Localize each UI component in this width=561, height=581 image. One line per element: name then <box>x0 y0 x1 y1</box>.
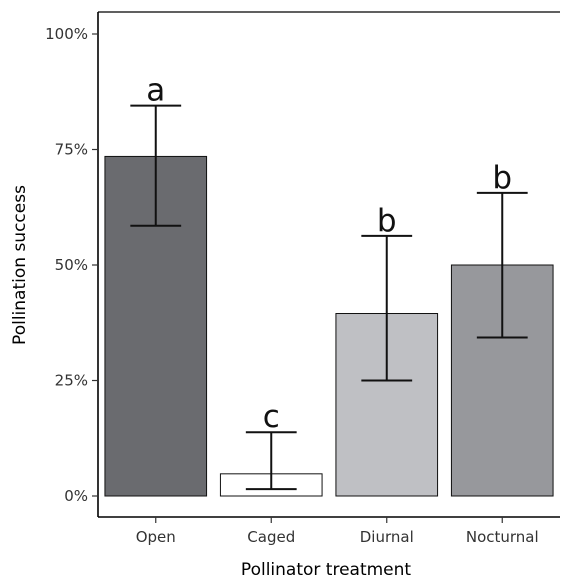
significance-letter-nocturnal: b <box>492 160 512 196</box>
y-axis-title: Pollination success <box>10 185 30 345</box>
significance-letter-diurnal: b <box>377 203 397 239</box>
x-tick-label-nocturnal: Nocturnal <box>466 528 539 546</box>
y-ticks-group: 0% 25% 50% 75% 100% <box>45 25 98 505</box>
y-tick-label: 0% <box>64 487 88 505</box>
y-tick-label: 50% <box>55 256 88 274</box>
x-axis-title: Pollinator treatment <box>241 560 411 580</box>
significance-letters-group: a c b b <box>146 73 512 436</box>
significance-letter-caged: c <box>263 399 280 435</box>
error-bar-open <box>130 104 182 227</box>
x-ticks-group: Open Caged Diurnal Nocturnal <box>136 517 539 546</box>
error-bars-group <box>130 104 528 491</box>
x-tick-label-caged: Caged <box>247 528 295 546</box>
x-tick-label-open: Open <box>136 528 176 546</box>
error-bar-nocturnal <box>476 191 528 339</box>
error-bar-caged <box>245 431 297 491</box>
y-tick-label: 25% <box>55 372 88 390</box>
error-bar-diurnal <box>361 234 413 382</box>
y-tick-label: 75% <box>55 141 88 159</box>
significance-letter-open: a <box>146 73 165 109</box>
x-tick-label-diurnal: Diurnal <box>360 528 414 546</box>
y-tick-label: 100% <box>45 25 88 43</box>
bars-group <box>104 155 554 497</box>
